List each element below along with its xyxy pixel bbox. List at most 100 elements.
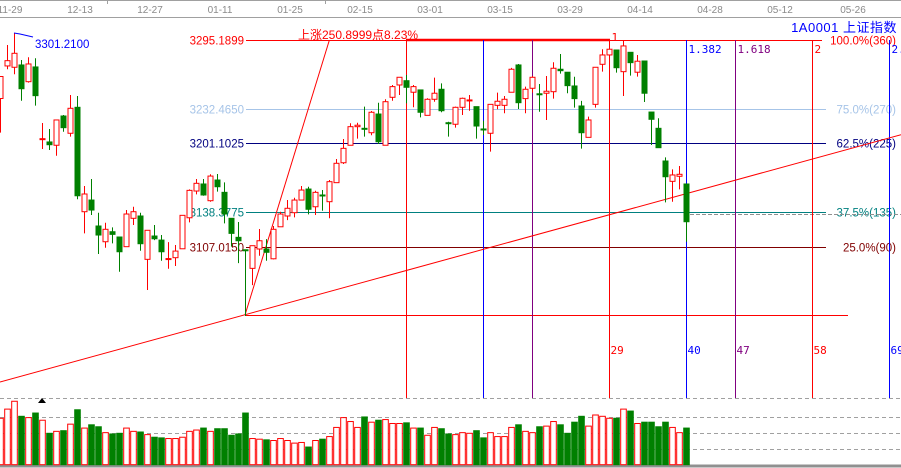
candle xyxy=(655,118,662,149)
candle xyxy=(263,239,270,261)
candle-body xyxy=(585,119,592,138)
candle-body xyxy=(4,60,11,67)
volume-bar xyxy=(375,419,382,466)
volume-bar xyxy=(669,426,676,466)
candle-body xyxy=(410,86,417,93)
price-level-pct-label: 100.0%(360) xyxy=(830,36,896,48)
candle-body xyxy=(452,106,459,125)
candle xyxy=(67,94,74,137)
volume-bar xyxy=(0,417,4,466)
volume-bar xyxy=(641,421,648,466)
candle-body xyxy=(347,126,354,146)
volume-bar xyxy=(256,438,263,466)
candle-body xyxy=(137,215,144,245)
candle xyxy=(613,49,620,73)
volume-bar xyxy=(109,433,116,466)
time-fib-count-label: 40 xyxy=(688,344,701,357)
candle-body xyxy=(242,249,249,252)
candle xyxy=(585,116,592,138)
volume-bar xyxy=(165,438,172,466)
candle xyxy=(158,235,165,261)
candle xyxy=(487,103,494,152)
candle-body xyxy=(200,183,207,196)
volume-bar xyxy=(536,426,543,466)
candle xyxy=(634,54,641,77)
candle xyxy=(74,95,81,200)
volume-bar xyxy=(487,432,494,466)
candle-body xyxy=(368,111,375,134)
trend-line xyxy=(0,134,901,383)
candle xyxy=(235,222,242,264)
candle-body xyxy=(81,193,88,213)
candle xyxy=(249,245,256,286)
candle-body xyxy=(592,66,599,105)
volume-bar xyxy=(655,426,662,466)
candle-body xyxy=(354,124,361,128)
candle-body xyxy=(396,76,403,86)
candle xyxy=(431,77,438,102)
volume-bar xyxy=(123,427,130,466)
candle-body xyxy=(480,128,487,131)
candle xyxy=(193,179,200,195)
candle-body xyxy=(88,199,95,211)
candle xyxy=(130,206,137,226)
volume-bar xyxy=(683,427,690,466)
volume-bar xyxy=(662,421,669,466)
candle xyxy=(46,128,53,150)
volume-bar xyxy=(4,408,11,466)
candle xyxy=(221,182,228,224)
candle xyxy=(151,225,158,241)
volume-bar xyxy=(340,417,347,466)
candle-body xyxy=(389,86,396,98)
candle xyxy=(256,228,263,256)
volume-bar xyxy=(417,427,424,466)
volume-bar xyxy=(312,440,319,466)
volume-bar xyxy=(207,430,214,466)
volume-bar xyxy=(235,433,242,466)
volume-bar xyxy=(438,428,445,466)
candle xyxy=(557,53,564,74)
candle-body xyxy=(361,127,368,130)
candle-body xyxy=(193,182,200,192)
candle xyxy=(459,97,466,116)
candle-body xyxy=(319,194,326,197)
candle-body xyxy=(634,60,641,73)
candle-body xyxy=(508,68,515,93)
candle-body xyxy=(326,181,333,203)
candle xyxy=(480,120,487,136)
candle xyxy=(172,245,179,267)
volume-bar xyxy=(319,438,326,466)
candle xyxy=(438,83,445,113)
candle-body xyxy=(95,225,102,236)
symbol-title: 1A0001 上证指数 xyxy=(791,20,897,35)
volume-bar xyxy=(172,438,179,466)
fib-price-levels: 3295.1899 100.0%(360) 3232.4650 75.0%(270) 3… xyxy=(190,36,901,316)
date-tick-label: 05-26 xyxy=(840,5,866,16)
time-fib-ratio-label: 1.618 xyxy=(738,43,771,56)
rise-label: 上涨250.8999点8.23% xyxy=(298,27,418,42)
candle-body xyxy=(459,97,466,108)
volume-bar xyxy=(137,431,144,466)
volume-bar xyxy=(67,423,74,466)
date-tick-label: 01-25 xyxy=(277,5,303,16)
fib-time-lines: 1 29 1.382 40 1.618 47 2 58 2. 69 xyxy=(406,31,901,398)
candlestick-series xyxy=(0,33,690,317)
candle xyxy=(403,74,410,104)
candle-body xyxy=(165,258,172,261)
candle-body xyxy=(109,231,116,235)
candle xyxy=(445,121,452,137)
candle xyxy=(81,185,88,234)
date-tick-label: 04-28 xyxy=(697,5,723,16)
candle-body xyxy=(207,175,214,202)
candle xyxy=(305,186,312,215)
candle-body xyxy=(67,107,74,134)
volume-bar xyxy=(613,417,620,466)
candle xyxy=(578,100,585,149)
candle xyxy=(186,189,193,223)
candle xyxy=(550,62,557,99)
volume-bar xyxy=(277,438,284,466)
candle-body xyxy=(417,89,424,113)
date-tick-label: 01-11 xyxy=(208,5,233,16)
volume-bar xyxy=(53,430,60,466)
